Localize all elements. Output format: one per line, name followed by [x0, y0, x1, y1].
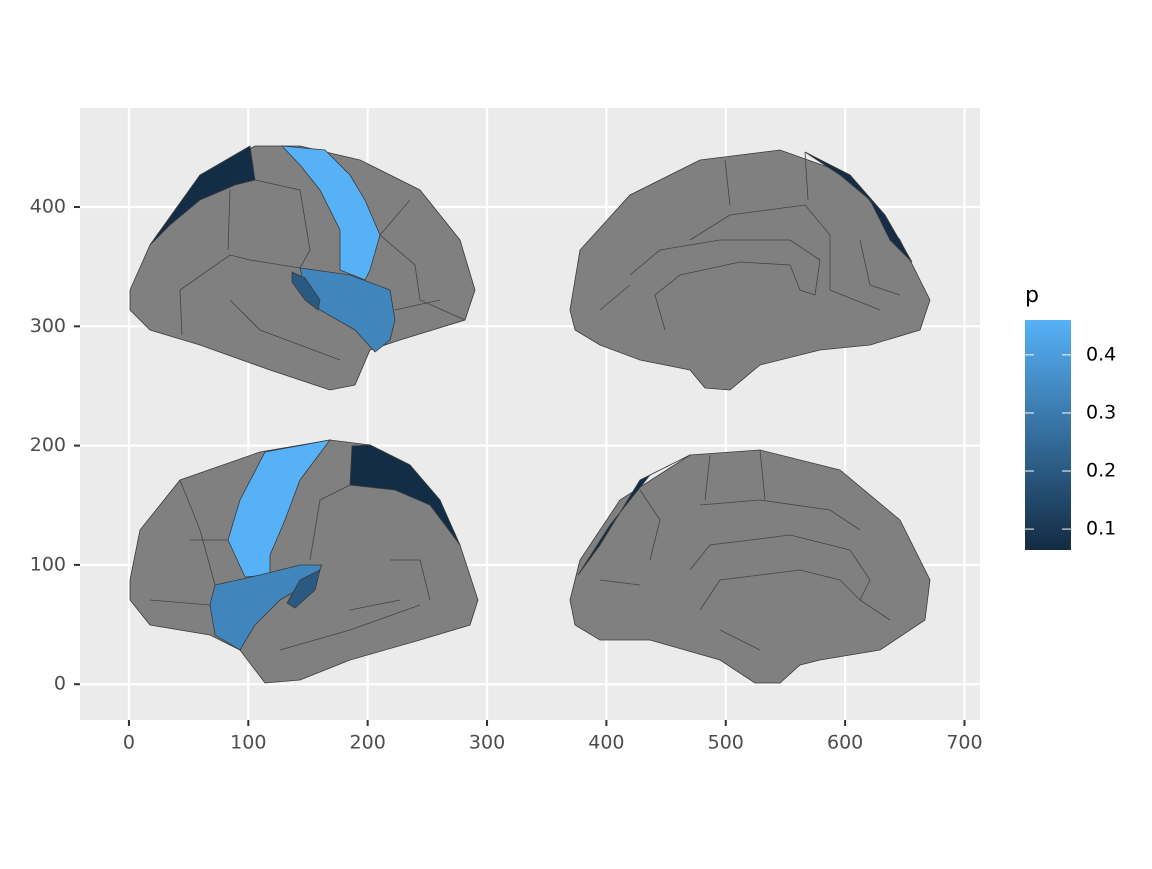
legend-tick-label: 0.3	[1086, 401, 1116, 423]
y-tick-label: 200	[30, 434, 66, 456]
legend-tick-label: 0.4	[1086, 343, 1116, 365]
y-tick-label: 100	[30, 553, 66, 575]
region	[577, 454, 691, 576]
region	[804, 151, 913, 263]
region	[209, 564, 323, 651]
legend-title: p	[1025, 283, 1039, 308]
y-tick-label: 0	[54, 673, 66, 695]
x-tick-label: 100	[230, 732, 266, 754]
region	[227, 439, 331, 578]
hemisphere	[569, 149, 931, 391]
x-tick-label: 700	[946, 732, 982, 754]
x-tick-label: 500	[708, 732, 744, 754]
brains	[129, 145, 931, 684]
boundary	[599, 449, 891, 651]
legend: p 0.1 0.2 0.3 0.4	[1025, 283, 1116, 550]
region	[349, 444, 461, 546]
x-tick-label: 600	[827, 732, 863, 754]
boundary	[179, 179, 466, 361]
region	[291, 271, 321, 311]
legend-tick-label: 0.1	[1086, 518, 1116, 540]
region	[280, 145, 381, 281]
x-tick-label: 300	[469, 732, 505, 754]
region	[149, 145, 256, 246]
y-tick-label: 400	[30, 196, 66, 218]
boundary	[599, 151, 901, 331]
region	[286, 569, 321, 609]
x-tick-label: 400	[588, 732, 624, 754]
x-tick-label: 0	[123, 732, 135, 754]
colorbar	[1025, 320, 1071, 550]
boundary	[149, 479, 431, 651]
x-tick-label: 200	[350, 732, 386, 754]
y-tick-label: 300	[30, 315, 66, 337]
legend-tick-label: 0.2	[1086, 460, 1116, 482]
